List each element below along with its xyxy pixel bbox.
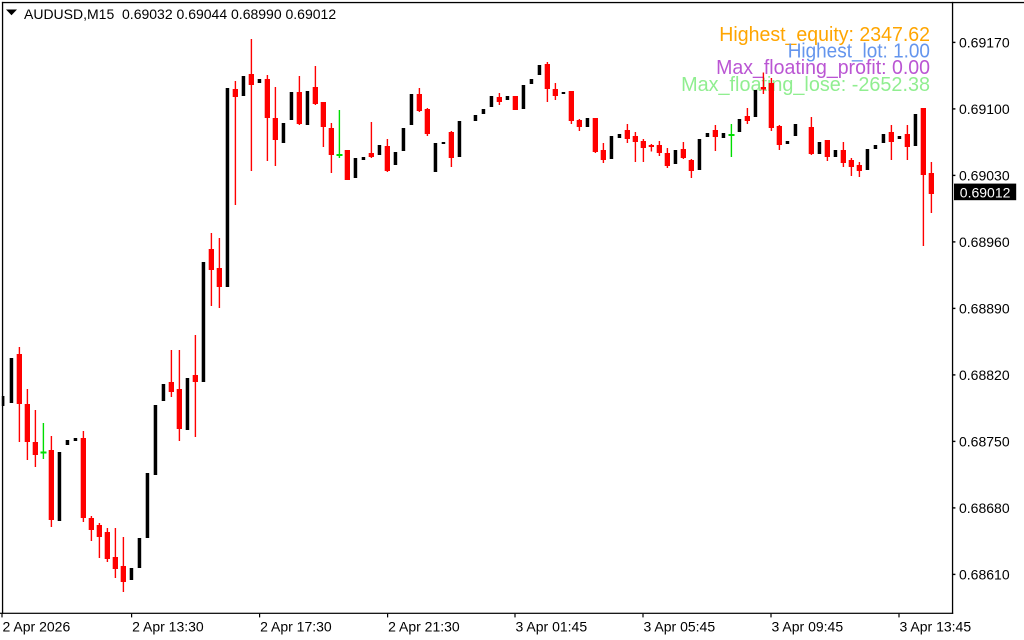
- svg-text:0.68890: 0.68890: [959, 300, 1010, 316]
- svg-text:Max_floating_lose: -2652.38: Max_floating_lose: -2652.38: [681, 74, 930, 96]
- svg-text:2 Apr 13:30: 2 Apr 13:30: [132, 619, 204, 635]
- svg-text:0.68750: 0.68750: [959, 433, 1010, 449]
- svg-text:0.68610: 0.68610: [959, 566, 1010, 582]
- svg-text:Highest_lot: 1.00: Highest_lot: 1.00: [788, 40, 930, 62]
- svg-text:0.69100: 0.69100: [959, 101, 1010, 117]
- svg-text:3 Apr 09:45: 3 Apr 09:45: [772, 619, 844, 635]
- svg-text:2 Apr 21:30: 2 Apr 21:30: [388, 619, 460, 635]
- svg-text:0.68680: 0.68680: [959, 500, 1010, 516]
- svg-text:0.69030: 0.69030: [959, 167, 1010, 183]
- svg-text:3 Apr 05:45: 3 Apr 05:45: [644, 619, 716, 635]
- svg-text:0.68960: 0.68960: [959, 234, 1010, 250]
- svg-text:2 Apr 2026: 2 Apr 2026: [3, 619, 71, 635]
- svg-text:Highest_equity: 2347.62: Highest_equity: 2347.62: [719, 24, 930, 46]
- svg-text:0.69012: 0.69012: [960, 185, 1011, 201]
- svg-text:0.68820: 0.68820: [959, 367, 1010, 383]
- svg-text:AUDUSD,M15 0.69032 0.69044 0.: AUDUSD,M15 0.69032 0.69044 0.68990 0.690…: [24, 6, 336, 22]
- svg-text:3 Apr 13:45: 3 Apr 13:45: [900, 619, 972, 635]
- svg-text:0.69170: 0.69170: [959, 34, 1010, 50]
- svg-text:2 Apr 17:30: 2 Apr 17:30: [260, 619, 332, 635]
- svg-text:3 Apr 01:45: 3 Apr 01:45: [516, 619, 588, 635]
- svg-text:Max_floating_profit: 0.00: Max_floating_profit: 0.00: [716, 57, 930, 79]
